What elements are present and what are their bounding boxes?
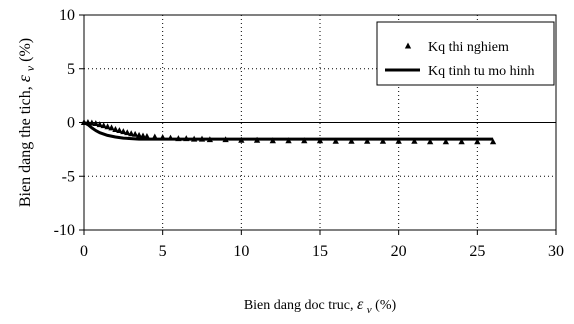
x-tick-label: 10 — [233, 243, 249, 260]
y-tick-label: -5 — [62, 168, 75, 185]
y-tick-label: 5 — [67, 61, 75, 78]
y-axis-title-symbol: ε — [14, 74, 34, 82]
x-axis-title-symbol: ε — [357, 296, 364, 313]
y-tick-label: 0 — [67, 115, 75, 132]
x-axis-title-subscript: v — [367, 304, 372, 316]
y-tick-label: -10 — [54, 222, 75, 239]
legend-label-kq-tinh-tu-mo-hinh: Kq tinh tu mo hinh — [428, 64, 535, 79]
y-axis-title-unit: (%) — [17, 38, 34, 62]
y-axis-title-subscript: v — [23, 65, 37, 71]
y-tick-label: 10 — [59, 7, 75, 24]
x-axis-title-unit: (%) — [375, 298, 396, 313]
x-tick-label: 20 — [391, 243, 407, 260]
x-tick-label: 0 — [80, 243, 88, 260]
x-tick-label: 5 — [159, 243, 167, 260]
x-tick-label: 30 — [548, 243, 564, 260]
legend: Kq thi nghiem Kq tinh tu mo hinh — [377, 22, 554, 85]
legend-label-kq-thi-nghiem: Kq thi nghiem — [428, 40, 509, 55]
x-axis-title-main: Bien dang doc truc, — [244, 298, 357, 313]
x-tick-label: 25 — [469, 243, 485, 260]
y-axis-title-main: Bien dang the tich, — [17, 82, 34, 207]
x-tick-label: 15 — [312, 243, 328, 260]
